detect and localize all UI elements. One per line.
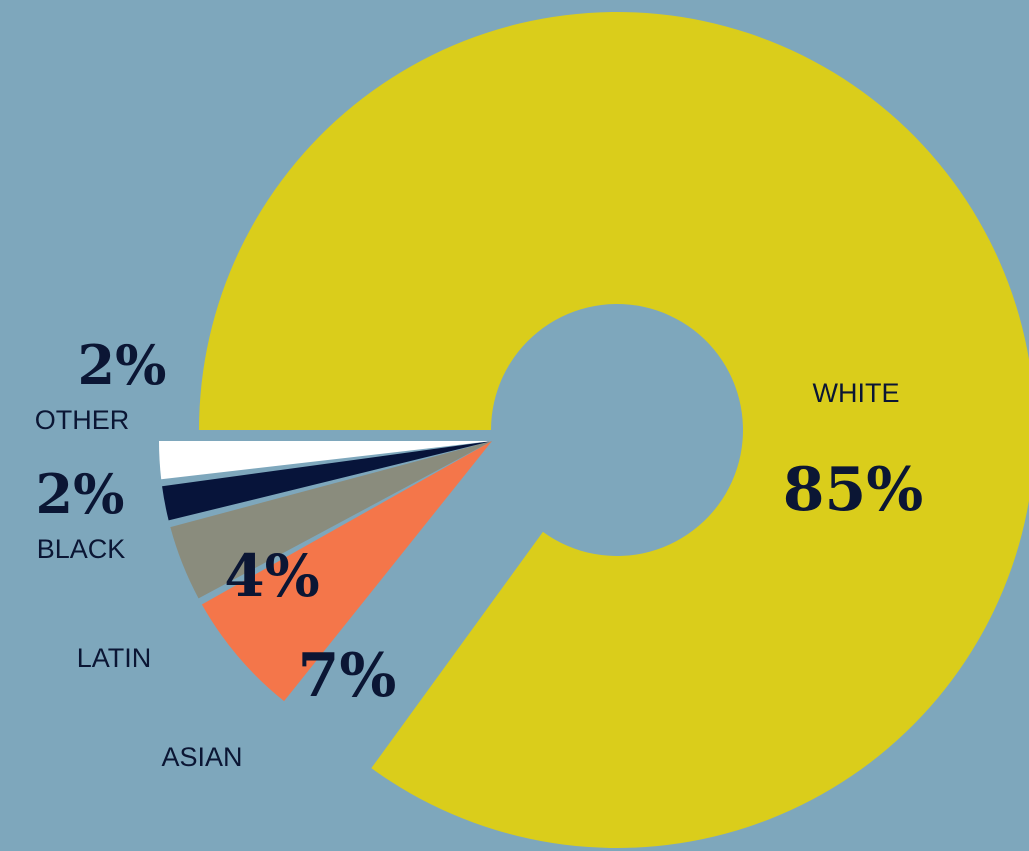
chart-slices — [159, 12, 1029, 848]
slice-asian — [201, 441, 492, 702]
label-asian: ASIAN — [161, 742, 242, 772]
slice-other — [159, 441, 492, 480]
label-other: OTHER — [35, 405, 130, 435]
slice-latin — [170, 441, 493, 599]
slice-white — [199, 12, 1029, 848]
value-black: 2% — [36, 462, 125, 526]
value-other: 2% — [78, 333, 167, 397]
value-asian: 7% — [298, 641, 397, 711]
label-black: BLACK — [37, 534, 126, 564]
label-white: WHITE — [813, 378, 900, 408]
label-latin: LATIN — [77, 643, 152, 673]
value-latin: 4% — [224, 542, 319, 610]
value-white: 85% — [783, 455, 924, 525]
slice-black — [162, 441, 492, 521]
